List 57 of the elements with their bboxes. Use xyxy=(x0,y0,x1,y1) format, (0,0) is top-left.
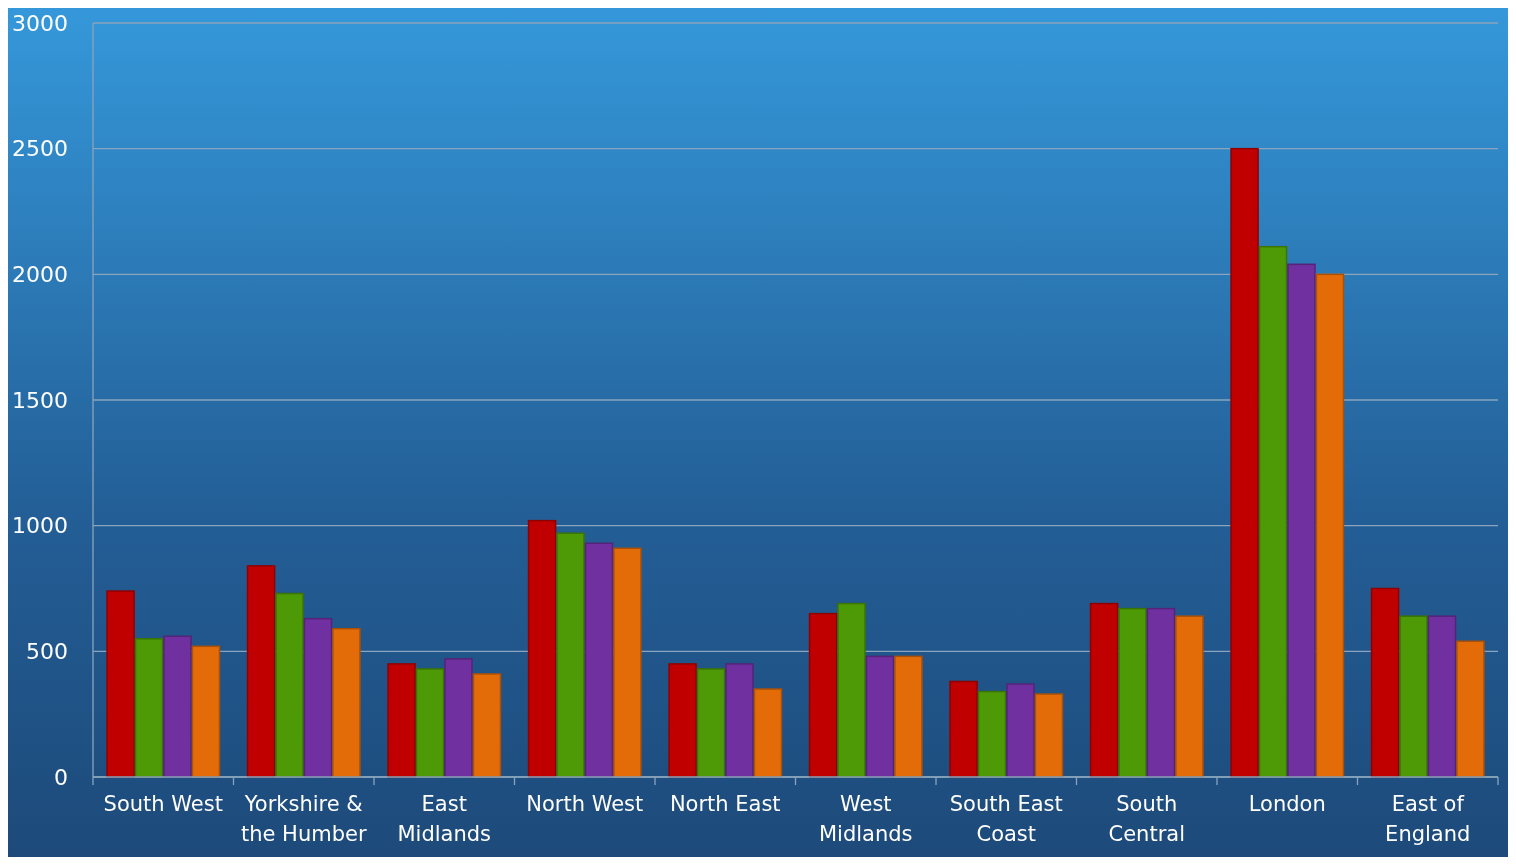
bar xyxy=(1370,587,1400,778)
bar xyxy=(1089,602,1119,778)
bar xyxy=(753,688,783,778)
y-tick-label: 3000 xyxy=(12,10,68,36)
bar xyxy=(332,627,361,778)
bar xyxy=(1006,683,1035,778)
x-tick-label: East of England xyxy=(1385,792,1471,846)
bar xyxy=(556,532,585,778)
bar xyxy=(865,655,895,778)
bar xyxy=(1258,245,1288,778)
bar xyxy=(163,635,192,778)
y-tick-label: 2500 xyxy=(12,136,68,162)
x-tick-label: London xyxy=(1248,792,1326,816)
x-tick-label: North East xyxy=(669,792,781,816)
bar xyxy=(668,663,697,778)
bar xyxy=(275,592,304,778)
bar xyxy=(808,612,838,778)
y-tick-label: 2000 xyxy=(12,262,68,288)
bar xyxy=(696,668,726,778)
y-tick-label: 0 xyxy=(54,764,68,790)
bar xyxy=(472,673,502,778)
bar xyxy=(1175,615,1204,778)
bar xyxy=(837,602,866,778)
bar xyxy=(134,638,164,778)
bar xyxy=(1230,147,1259,778)
bar xyxy=(444,658,473,778)
bar xyxy=(387,663,416,778)
x-tick-label: South East Coast xyxy=(949,792,1063,846)
bar xyxy=(894,655,923,778)
bar xyxy=(725,663,754,778)
bar xyxy=(949,680,978,778)
bar xyxy=(1146,607,1176,778)
bar xyxy=(977,690,1007,778)
bar xyxy=(1118,607,1147,778)
y-tick-label: 1500 xyxy=(12,387,68,413)
y-tick-label: 1000 xyxy=(12,513,68,539)
bar xyxy=(1287,263,1316,778)
x-tick-label: East Midlands xyxy=(397,792,492,846)
x-tick-label: West Midlands xyxy=(818,792,913,846)
bar xyxy=(1456,640,1485,778)
x-tick-label: South Central xyxy=(1108,792,1185,846)
bar xyxy=(1034,693,1064,778)
bar xyxy=(191,645,221,778)
y-tick-label: 500 xyxy=(26,639,68,665)
bar xyxy=(527,519,557,778)
bar xyxy=(246,565,276,778)
bar xyxy=(1315,273,1345,778)
bar xyxy=(613,547,642,778)
bar xyxy=(106,590,135,778)
bar xyxy=(303,617,333,778)
bar xyxy=(1399,615,1428,778)
bar xyxy=(415,668,445,778)
x-tick-label: Yorkshire & the Humber xyxy=(240,792,367,846)
x-tick-label: South West xyxy=(103,792,223,816)
bar xyxy=(1427,615,1457,778)
bar xyxy=(584,542,614,778)
x-tick-label: North West xyxy=(526,792,644,816)
